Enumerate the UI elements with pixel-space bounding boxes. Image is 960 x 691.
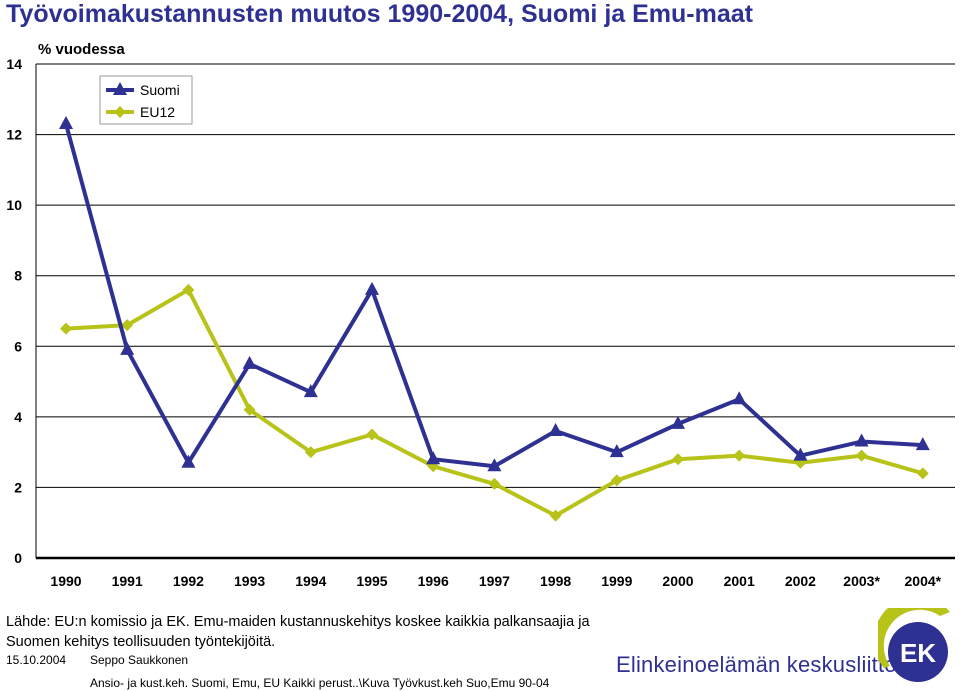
point-eu12-2003* xyxy=(855,449,868,462)
x-tick-label: 2001 xyxy=(724,573,755,589)
legend-marker-eu12 xyxy=(114,106,126,118)
footer-file-path: Ansio- ja kust.keh. Suomi, Emu, EU Kaikk… xyxy=(90,676,550,690)
point-eu12-2004* xyxy=(916,467,929,480)
point-suomi-1993 xyxy=(242,355,257,369)
point-suomi-2000 xyxy=(671,415,685,429)
source-note: Lähde: EU:n komissio ja EK. Emu-maiden k… xyxy=(6,614,590,650)
x-tick-label: 1995 xyxy=(356,573,387,589)
point-eu12-1997 xyxy=(488,477,501,490)
legend-box xyxy=(99,75,193,125)
x-tick-label: 2000 xyxy=(662,573,693,589)
legend-label-eu12: EU12 xyxy=(140,104,175,120)
x-tick-label: 1990 xyxy=(50,573,81,589)
point-eu12-1998 xyxy=(549,509,562,522)
legend-marker-suomi xyxy=(113,82,127,95)
chart-title: Työvoimakustannusten muutos 1990-2004, S… xyxy=(6,0,753,28)
legend-label-suomi: Suomi xyxy=(140,82,180,98)
footer-author: Seppo Saukkonen xyxy=(90,653,189,667)
series-group xyxy=(59,115,930,522)
y-tick-label: 6 xyxy=(14,338,22,354)
footer-date: 15.10.2004 xyxy=(6,653,67,667)
y-tick-label: 2 xyxy=(14,479,22,495)
x-tick-label: 1998 xyxy=(540,573,571,589)
x-tick-label: 1994 xyxy=(295,573,326,589)
series-suomi xyxy=(59,115,930,472)
y-tick-label: 12 xyxy=(6,127,22,143)
y-tick-label: 4 xyxy=(14,409,22,425)
point-suomi-2003* xyxy=(854,433,869,447)
point-suomi-1997 xyxy=(487,458,502,472)
y-tick-label: 8 xyxy=(14,268,22,284)
grid-lines xyxy=(35,63,955,560)
y-tick-label: 10 xyxy=(6,197,22,213)
point-suomi-1992 xyxy=(181,454,196,468)
point-suomi-1999 xyxy=(609,444,624,458)
point-eu12-2001 xyxy=(733,449,746,462)
legend: Suomi EU12 xyxy=(99,75,193,125)
ek-logo: EK xyxy=(878,608,950,682)
point-eu12-1990 xyxy=(60,322,72,335)
organization-name: Elinkeinoelämän keskusliitto xyxy=(616,652,897,677)
x-tick-label: 2004* xyxy=(905,573,942,589)
point-suomi-1994 xyxy=(303,384,318,398)
y-axis-label: % vuodessa xyxy=(38,41,125,58)
point-suomi-1998 xyxy=(548,422,563,436)
x-tick-label: 1991 xyxy=(112,573,143,589)
logo-circle xyxy=(888,622,948,682)
y-tick-labels: 0 2 4 6 8 10 12 14 xyxy=(6,56,22,566)
point-suomi-1996 xyxy=(426,451,441,465)
point-eu12-1991 xyxy=(121,319,134,332)
point-suomi-2001 xyxy=(732,391,747,405)
point-suomi-1995 xyxy=(365,281,379,295)
x-tick-label: 2003* xyxy=(843,573,880,589)
point-suomi-2002 xyxy=(793,447,808,461)
point-eu12-1994 xyxy=(304,446,317,459)
point-suomi-1990 xyxy=(59,115,73,129)
x-tick-label: 1993 xyxy=(234,573,265,589)
point-eu12-1995 xyxy=(366,428,378,441)
logo-swoosh xyxy=(878,608,950,668)
point-suomi-2004* xyxy=(915,437,930,451)
x-tick-label: 1992 xyxy=(173,573,204,589)
x-tick-label: 1997 xyxy=(479,573,510,589)
x-tick-labels: 1990 1991 1992 1993 1994 1995 1996 1997 1998 1999… xyxy=(50,573,941,589)
series-line-suomi xyxy=(64,123,923,469)
y-tick-label: 0 xyxy=(14,550,22,566)
point-suomi-1991 xyxy=(120,341,135,355)
series-eu12 xyxy=(60,283,929,522)
line-chart: 0 2 4 6 8 10 12 14 1990 1991 1992 1993 1994 1995 1996… xyxy=(6,56,955,589)
y-tick-label: 14 xyxy=(6,56,22,72)
point-eu12-1993 xyxy=(243,403,256,416)
x-tick-label: 2002 xyxy=(785,573,816,589)
point-eu12-1999 xyxy=(610,474,623,487)
point-eu12-1992 xyxy=(182,283,195,296)
x-tick-label: 1996 xyxy=(418,573,449,589)
logo-text: EK xyxy=(900,638,936,668)
x-tick-label: 1999 xyxy=(601,573,632,589)
point-eu12-2000 xyxy=(672,453,684,466)
